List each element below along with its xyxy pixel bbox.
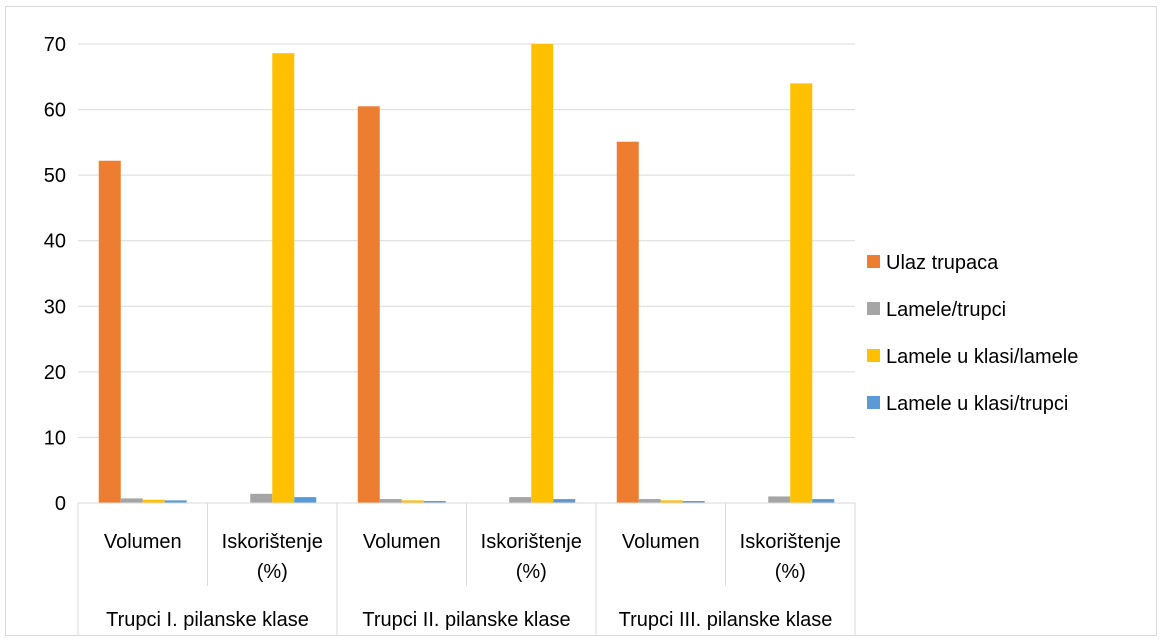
bar-lamele-u-klasi-lamele-2	[401, 500, 424, 503]
x-category-label: (%)	[516, 561, 547, 583]
bar-lamele-u-klasi-trupci-4	[682, 501, 705, 503]
bar-lamele-u-klasi-lamele-5	[790, 83, 813, 503]
legend-swatch-lamele-trupci	[867, 302, 880, 315]
y-tick-label: 50	[44, 165, 66, 187]
bar-ulaz-trupaca-4	[616, 141, 639, 504]
x-category-label: Iskorištenje	[222, 531, 323, 553]
bar-lamele-u-klasi-lamele-0	[142, 499, 165, 503]
bar-ulaz-trupaca-0	[98, 160, 121, 503]
x-category-label: Iskorištenje	[481, 531, 582, 553]
bar-lamele-trupci-5	[768, 496, 791, 503]
x-category-label: Volumen	[104, 531, 182, 553]
legend-label: Ulaz trupaca	[886, 252, 999, 274]
x-category-label: Volumen	[622, 531, 700, 553]
legend-swatch-lamele-u-klasi-trupci	[867, 396, 880, 409]
bar-lamele-u-klasi-lamele-4	[660, 500, 683, 503]
y-tick-label: 20	[44, 362, 66, 384]
x-group-label: Trupci I. pilanske klase	[106, 609, 309, 631]
legend-swatch-lamele-u-klasi-lamele	[867, 349, 880, 362]
bar-lamele-u-klasi-trupci-1	[294, 497, 317, 503]
x-category-label: Iskorištenje	[740, 531, 841, 553]
chart-frame	[5, 6, 1157, 636]
y-tick-label: 40	[44, 231, 66, 253]
y-tick-label: 10	[44, 427, 66, 449]
bar-lamele-trupci-4	[638, 499, 661, 503]
bar-lamele-u-klasi-lamele-1	[272, 53, 295, 504]
x-group-label: Trupci II. pilanske klase	[362, 609, 570, 631]
legend-label: Lamele u klasi/trupci	[886, 393, 1068, 415]
bar-lamele-u-klasi-trupci-2	[423, 501, 446, 503]
x-category-label: (%)	[775, 561, 806, 583]
legend-label: Lamele/trupci	[886, 299, 1006, 321]
bar-ulaz-trupaca-2	[357, 106, 380, 504]
bar-lamele-trupci-0	[120, 498, 143, 503]
legend-label: Lamele u klasi/lamele	[886, 346, 1078, 368]
y-tick-label: 60	[44, 100, 66, 122]
bar-lamele-trupci-2	[379, 499, 402, 503]
bar-lamele-trupci-1	[250, 493, 273, 503]
bar-lamele-trupci-3	[509, 497, 532, 503]
y-tick-label: 30	[44, 296, 66, 318]
x-category-label: Volumen	[363, 531, 441, 553]
legend-swatch-ulaz-trupaca	[867, 255, 880, 268]
bar-lamele-u-klasi-lamele-3	[531, 44, 554, 503]
y-tick-label: 70	[44, 34, 66, 56]
bar-lamele-u-klasi-trupci-3	[553, 499, 576, 503]
x-category-label: (%)	[257, 561, 288, 583]
bar-lamele-u-klasi-trupci-5	[812, 499, 835, 503]
x-group-label: Trupci III. pilanske klase	[619, 609, 833, 631]
y-tick-label: 0	[55, 493, 66, 515]
bar-lamele-u-klasi-trupci-0	[164, 500, 187, 503]
